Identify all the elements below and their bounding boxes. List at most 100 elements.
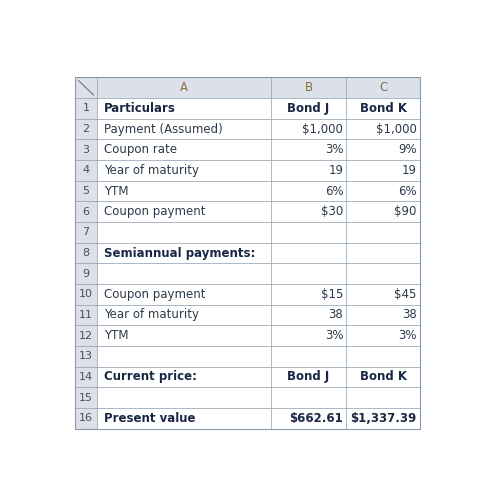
Bar [270, 305, 346, 325]
Bar [75, 284, 97, 305]
Bar [97, 242, 270, 264]
Text: B: B [304, 81, 313, 94]
Bar [75, 242, 97, 264]
Text: Current price:: Current price: [104, 370, 197, 383]
Text: 3: 3 [83, 145, 89, 155]
Bar [97, 367, 270, 387]
Text: 3%: 3% [325, 329, 343, 342]
Text: Particulars: Particulars [104, 102, 175, 115]
Text: 9%: 9% [398, 143, 417, 156]
Text: 8: 8 [83, 248, 89, 258]
Text: 6: 6 [83, 207, 89, 217]
Bar [346, 387, 420, 408]
Bar [270, 139, 346, 160]
Text: 12: 12 [79, 331, 93, 341]
Bar [346, 139, 420, 160]
Bar [75, 119, 97, 139]
Bar [97, 139, 270, 160]
Text: $1,000: $1,000 [302, 123, 343, 136]
Bar [346, 160, 420, 181]
Bar [346, 284, 420, 305]
Text: 19: 19 [328, 164, 343, 177]
Text: $45: $45 [395, 288, 417, 301]
Bar [270, 98, 346, 119]
Bar [97, 119, 270, 139]
Text: YTM: YTM [104, 329, 128, 342]
Bar [75, 181, 97, 201]
Bar [270, 325, 346, 346]
Text: 2: 2 [83, 124, 89, 134]
Text: $90: $90 [395, 205, 417, 218]
Text: Year of maturity: Year of maturity [104, 164, 199, 177]
Bar [270, 346, 346, 367]
Text: 11: 11 [79, 310, 93, 320]
Bar [346, 408, 420, 428]
Text: 14: 14 [79, 372, 93, 382]
Text: YTM: YTM [104, 184, 128, 197]
Text: 5: 5 [83, 186, 89, 196]
Text: Payment (Assumed): Payment (Assumed) [104, 123, 222, 136]
Bar [346, 346, 420, 367]
Text: Bond J: Bond J [287, 370, 329, 383]
Text: 9: 9 [83, 269, 89, 279]
Bar [97, 201, 270, 222]
Bar [75, 98, 97, 119]
Text: Coupon payment: Coupon payment [104, 288, 205, 301]
Bar [270, 387, 346, 408]
Bar [97, 181, 270, 201]
Text: 15: 15 [79, 393, 93, 403]
Bar [270, 408, 346, 428]
Bar [270, 222, 346, 242]
Bar [346, 325, 420, 346]
Bar [270, 181, 346, 201]
Bar [75, 201, 97, 222]
Bar [97, 98, 270, 119]
Bar [97, 346, 270, 367]
Text: A: A [180, 81, 188, 94]
Text: 7: 7 [83, 227, 89, 237]
Text: Coupon rate: Coupon rate [104, 143, 177, 156]
Bar [346, 222, 420, 242]
Bar [75, 305, 97, 325]
Text: Present value: Present value [104, 412, 195, 425]
Bar [270, 201, 346, 222]
Text: 1: 1 [83, 103, 89, 113]
Text: C: C [379, 81, 387, 94]
Bar [97, 222, 270, 242]
Bar [346, 201, 420, 222]
Text: 38: 38 [328, 309, 343, 322]
Bar [97, 408, 270, 428]
Bar [75, 78, 97, 98]
Bar [346, 119, 420, 139]
Bar [97, 264, 270, 284]
Bar [346, 181, 420, 201]
Bar [270, 119, 346, 139]
Text: Coupon payment: Coupon payment [104, 205, 205, 218]
Bar [346, 264, 420, 284]
Bar [97, 325, 270, 346]
Text: 16: 16 [79, 413, 93, 423]
Bar [75, 346, 97, 367]
Bar [270, 284, 346, 305]
Text: 4: 4 [83, 165, 89, 175]
Text: Bond J: Bond J [287, 102, 329, 115]
Bar [270, 242, 346, 264]
Bar [97, 305, 270, 325]
Bar [97, 284, 270, 305]
Text: 13: 13 [79, 351, 93, 361]
Text: Bond K: Bond K [359, 370, 407, 383]
Bar [270, 367, 346, 387]
Bar [75, 160, 97, 181]
Bar [270, 264, 346, 284]
Text: Semiannual payments:: Semiannual payments: [104, 246, 255, 260]
Bar [97, 78, 270, 98]
Bar [346, 98, 420, 119]
Text: Bond K: Bond K [359, 102, 407, 115]
Bar [75, 387, 97, 408]
Bar [97, 160, 270, 181]
Bar [346, 242, 420, 264]
Text: 19: 19 [402, 164, 417, 177]
Text: Year of maturity: Year of maturity [104, 309, 199, 322]
Text: 10: 10 [79, 289, 93, 299]
Text: 3%: 3% [398, 329, 417, 342]
